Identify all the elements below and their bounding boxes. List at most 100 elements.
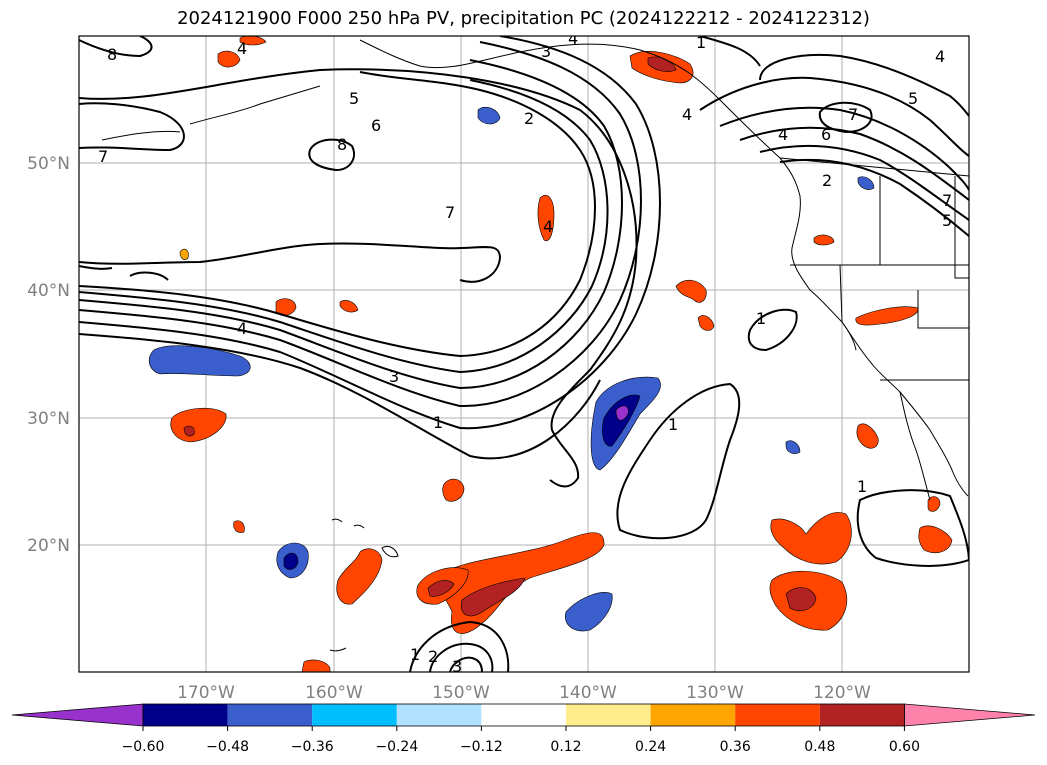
x-tick-label: 140°W xyxy=(559,683,617,703)
contour-label: 7 xyxy=(98,147,108,166)
precip-blob xyxy=(339,300,359,313)
precip-blob xyxy=(856,423,879,449)
colorbar-tick-label: −0.60 xyxy=(122,739,165,755)
precip-blob xyxy=(537,194,555,242)
precip-blob xyxy=(855,306,919,326)
precip-negative-areas xyxy=(148,106,875,632)
precip-blob xyxy=(565,592,613,632)
contour-label: 8 xyxy=(337,135,347,154)
precip-blob xyxy=(283,552,299,570)
contour-label: 2 xyxy=(822,171,832,190)
contour-label: 1 xyxy=(668,415,678,434)
colorbar-ticks: −0.60 −0.48 −0.36 −0.24 −0.12 0.12 0.24 0.36 0.4… xyxy=(122,726,920,755)
precip-positive-areas xyxy=(170,36,953,672)
x-tick-label: 170°W xyxy=(177,683,235,703)
precip-blob xyxy=(442,478,465,502)
precip-blob xyxy=(460,577,526,617)
precip-blob xyxy=(183,425,195,437)
colorbar-segment xyxy=(735,704,820,726)
colorbar-tick-label: 0.36 xyxy=(720,739,751,755)
contour-label: 6 xyxy=(821,125,831,144)
pv-contour-labels: 8 7 8 7 6 5 4 4 3 3 2 1 1 1 1 4 4 4 6 7 … xyxy=(98,29,952,676)
map-border xyxy=(78,35,970,673)
precip-blob xyxy=(170,407,227,443)
contour-label: 7 xyxy=(445,203,455,222)
contour-label: 1 xyxy=(433,413,443,432)
contour-label: 1 xyxy=(756,309,766,328)
precip-blob xyxy=(675,279,707,303)
pv-contours xyxy=(79,36,969,672)
colorbar-segment xyxy=(481,704,566,726)
colorbar-tick-label: 0.24 xyxy=(635,739,666,755)
colorbar: −0.60 −0.48 −0.36 −0.24 −0.12 0.12 0.24 0.36 0.4… xyxy=(11,703,1036,755)
contour-label: 1 xyxy=(696,33,706,52)
contour-label: 3 xyxy=(452,657,462,676)
contour-label: 4 xyxy=(568,29,578,48)
contour-label: 4 xyxy=(237,319,247,338)
colorbar-extend-low xyxy=(11,703,144,727)
contour-label: 4 xyxy=(778,125,788,144)
x-axis-labels: 170°W 160°W 150°W 140°W 130°W 120°W xyxy=(177,683,871,703)
precip-blob xyxy=(770,512,852,565)
colorbar-tick-label: −0.36 xyxy=(291,739,334,755)
colorbar-segment xyxy=(227,704,313,726)
precip-blob xyxy=(647,56,677,72)
map-title: 2024121900 F000 250 hPa PV, precipitatio… xyxy=(177,8,870,29)
contour-label: 2 xyxy=(428,647,438,666)
contour-label: 4 xyxy=(935,47,945,66)
colorbar-segment xyxy=(312,704,397,726)
colorbar-segment xyxy=(650,704,736,726)
colorbar-extend-high xyxy=(904,703,1036,727)
y-tick-label: 20°N xyxy=(27,536,70,556)
colorbar-tick-label: −0.12 xyxy=(460,739,503,755)
precip-blob xyxy=(927,496,941,512)
contour-label: 2 xyxy=(524,109,534,128)
y-axis-labels: 50°N 40°N 30°N 20°N xyxy=(27,154,70,556)
contour-label: 3 xyxy=(389,367,399,386)
x-tick-label: 120°W xyxy=(813,683,871,703)
colorbar-segment xyxy=(143,704,228,726)
contour-label: 4 xyxy=(237,39,247,58)
colorbar-segment xyxy=(566,704,651,726)
precip-blob xyxy=(301,659,331,672)
contour-label: 4 xyxy=(682,105,692,124)
precip-blob xyxy=(918,525,953,553)
y-tick-label: 50°N xyxy=(27,154,70,174)
precip-blob xyxy=(427,580,455,597)
colorbar-tick-label: 0.48 xyxy=(804,739,835,755)
colorbar-tick-label: 0.60 xyxy=(889,739,920,755)
contour-label: 3 xyxy=(541,42,551,61)
precip-blob xyxy=(857,176,875,190)
contour-label: 4 xyxy=(543,217,553,236)
contour-label: 5 xyxy=(908,89,918,108)
contour-label: 1 xyxy=(857,477,867,496)
x-tick-label: 160°W xyxy=(305,683,363,703)
contour-label: 7 xyxy=(848,105,858,124)
coastlines xyxy=(101,39,969,652)
colorbar-outline xyxy=(142,703,905,727)
contour-label: 6 xyxy=(371,116,381,135)
precip-blob xyxy=(336,548,383,605)
precip-blob xyxy=(785,440,801,454)
precip-blob xyxy=(217,50,241,68)
contour-label: 8 xyxy=(107,45,117,64)
colorbar-tick-label: 0.12 xyxy=(550,739,581,755)
contour-label: 1 xyxy=(410,645,420,664)
precip-blob xyxy=(813,234,835,246)
contour-label: 5 xyxy=(349,89,359,108)
colorbar-tick-label: −0.48 xyxy=(206,739,249,755)
contour-label: 5 xyxy=(942,211,952,230)
colorbar-segment xyxy=(819,704,905,726)
precip-blob xyxy=(179,248,189,260)
precip-blob xyxy=(233,520,245,533)
colorbar-tick-label: −0.24 xyxy=(375,739,418,755)
precip-blob xyxy=(477,106,501,125)
colorbar-segment xyxy=(396,704,482,726)
x-tick-label: 130°W xyxy=(686,683,744,703)
y-tick-label: 30°N xyxy=(27,409,70,429)
contour-label: 7 xyxy=(942,191,952,210)
y-tick-label: 40°N xyxy=(27,281,70,301)
x-tick-label: 150°W xyxy=(432,683,490,703)
precip-blob xyxy=(785,587,817,611)
